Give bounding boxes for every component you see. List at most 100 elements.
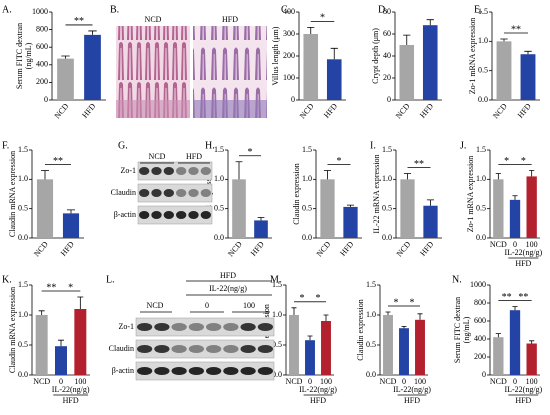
group-label: IL-22(ng/g) <box>504 248 542 257</box>
blot-band <box>154 367 170 375</box>
group-label: HFD <box>515 259 531 268</box>
significance-label: * <box>337 156 342 167</box>
group-label: HFD <box>310 396 326 405</box>
blot-row-label: β-actin <box>112 366 134 375</box>
bar <box>383 315 393 375</box>
y-tick-label: 0.5 <box>18 340 28 349</box>
y-tick-label: 0.5 <box>302 203 312 212</box>
x-tick-label: HFD <box>80 102 97 120</box>
blot-top-label: HFD <box>220 271 236 280</box>
panel-letter: K. <box>2 274 12 285</box>
error-bar <box>307 27 315 34</box>
x-tick-label: NCD <box>315 240 333 259</box>
x-tick-label: HFD <box>322 102 339 120</box>
group-label: HFD <box>515 396 531 405</box>
y-tick-label: 1000 <box>32 7 48 16</box>
panel-letter: N. <box>452 274 462 285</box>
blot-group-label: NCD <box>147 301 164 310</box>
y-tick-label: 200 <box>283 51 295 60</box>
bar <box>400 179 415 238</box>
panel-letter: L. <box>106 274 115 285</box>
y-tick-label: 1.5 <box>476 145 486 154</box>
significance-label: * <box>320 13 325 24</box>
x-tick-label: NCD <box>395 240 413 259</box>
blot-band <box>188 345 204 353</box>
bar <box>305 340 315 375</box>
y-tick-label: 0.5 <box>214 203 224 212</box>
error-bar <box>385 311 391 315</box>
significance-label: ** <box>74 16 84 27</box>
x-tick-label: NCD <box>491 102 509 121</box>
blot-band <box>188 323 204 331</box>
x-tick-label: 100 <box>526 377 538 386</box>
error-bar <box>495 173 501 180</box>
group-label: HFD <box>63 396 79 405</box>
bar <box>74 309 87 375</box>
y-tick-label: 1.0 <box>476 174 486 183</box>
blot-band <box>176 211 187 219</box>
panel-letter: J. <box>460 140 466 151</box>
y-tick-label: 1.5 <box>272 280 282 289</box>
group-label: HFD <box>404 396 420 405</box>
significance-label: ** <box>53 156 63 167</box>
bar <box>415 319 425 375</box>
blot-band <box>206 367 222 375</box>
error-bar <box>291 307 297 315</box>
y-tick-label: 100 <box>283 73 295 82</box>
error-bar <box>500 38 508 42</box>
x-tick-label: HFD <box>418 102 435 120</box>
y-tick-label: 80 <box>383 7 391 16</box>
error-bar <box>38 310 45 315</box>
y-axis-label: Claudin mRNA expression <box>8 287 17 373</box>
bar <box>62 213 80 238</box>
y-axis-label: (ng/mL) <box>24 42 33 69</box>
x-tick-label: 0 <box>59 377 63 386</box>
blot-band <box>176 167 187 175</box>
bar <box>526 343 537 375</box>
blot-band <box>163 211 174 219</box>
x-tick-label: NCD <box>33 377 50 386</box>
y-axis-label: Claudin expression <box>292 163 301 225</box>
blot-band <box>206 345 222 353</box>
blot-band <box>188 211 199 219</box>
y-tick-label: 0 <box>291 95 295 104</box>
y-tick-label: 1.5 <box>18 145 28 154</box>
y-axis-label: Zo-1 mRNA expression <box>468 18 477 94</box>
error-bar <box>40 170 50 180</box>
blot-band <box>188 367 204 375</box>
x-tick-label: 0 <box>308 377 312 386</box>
error-bar <box>403 173 412 180</box>
error-bar <box>323 314 329 321</box>
blot-band <box>257 345 273 353</box>
significance-label: * <box>504 156 509 167</box>
blot-band <box>137 323 153 331</box>
bar <box>399 328 409 375</box>
x-tick-label: NCD <box>32 240 50 259</box>
significance-label: * <box>410 297 415 308</box>
error-bar <box>330 47 338 60</box>
group-label: IL-22(ng/g) <box>504 385 542 394</box>
y-tick-label: 400 <box>36 60 48 69</box>
blot-row-label: Zo-1 <box>118 322 134 331</box>
blot-group-label: 100 <box>243 301 255 310</box>
blot-band <box>154 323 170 331</box>
x-tick-label: HFD <box>59 240 76 258</box>
bar <box>57 58 74 100</box>
error-bar <box>512 306 518 311</box>
significance-label: * <box>68 282 73 293</box>
blot-band <box>188 189 199 197</box>
bar <box>55 346 67 375</box>
y-tick-label: 0.0 <box>366 370 376 379</box>
y-tick-label: 0.5 <box>366 340 376 349</box>
blot-band <box>151 189 162 197</box>
y-tick-label: 800 <box>36 24 48 33</box>
y-axis-label: Zo-1 mRNA expression <box>466 156 475 232</box>
error-bar <box>235 161 243 180</box>
bar <box>84 34 101 100</box>
error-bar <box>403 34 411 45</box>
y-tick-label: 0.0 <box>302 233 312 242</box>
histology-base <box>116 100 190 118</box>
panel-letter: A. <box>2 4 12 15</box>
blot-group-label: 0 <box>205 301 209 310</box>
